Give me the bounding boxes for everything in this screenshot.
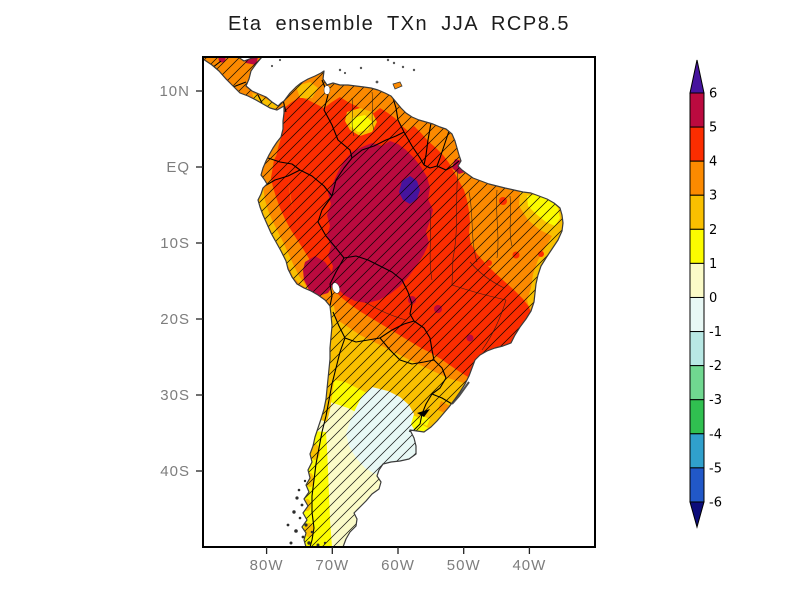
- colorbar-label: 0: [709, 291, 717, 306]
- lon-tick-label: 50W: [447, 557, 481, 574]
- plot-canvas: 80W 70W 60W 50W 40W 10N EQ 10S 20S 30S 40S 6 5 4 3 2 1 0…: [0, 0, 800, 600]
- colorbar-arrow-top: [690, 60, 704, 93]
- map-area: [150, 50, 600, 600]
- colorbar-label: 4: [709, 155, 717, 170]
- colorbar-segment: [690, 127, 704, 161]
- colorbar-label: 1: [709, 257, 717, 272]
- lon-tick-label: 80W: [250, 557, 284, 574]
- colorbar-label: -3: [709, 393, 722, 408]
- colorbar: 6 5 4 3 2 1 0 -1 -2 -3 -4 -5 -6: [690, 60, 722, 527]
- colorbar-segment: [690, 161, 704, 195]
- colorbar-segment: [690, 93, 704, 127]
- lon-tick-label: 70W: [315, 557, 349, 574]
- colorbar-arrow-bottom: [690, 502, 704, 527]
- lake-maracaibo: [324, 86, 330, 95]
- lon-tick-label: 40W: [512, 557, 546, 574]
- colorbar-label: 6: [709, 87, 717, 102]
- colorbar-label: -6: [709, 495, 722, 510]
- colorbar-segment: [690, 400, 704, 434]
- colorbar-label: -1: [709, 325, 722, 340]
- lat-tick-label: 10S: [160, 235, 190, 252]
- colorbar-segment: [690, 195, 704, 229]
- colorbar-label: 5: [709, 121, 717, 136]
- lat-tick-label: 40S: [160, 463, 190, 480]
- colorbar-label: -2: [709, 359, 722, 374]
- figure: Eta ensemble TXn JJA RCP8.5: [0, 0, 800, 600]
- colorbar-segment: [690, 229, 704, 263]
- colorbar-segment: [690, 297, 704, 331]
- colorbar-label: 3: [709, 189, 717, 204]
- colorbar-segment: [690, 366, 704, 400]
- lat-tick-label: 10N: [159, 83, 190, 100]
- lat-tick-label: 20S: [160, 311, 190, 328]
- lon-tick-label: 60W: [381, 557, 415, 574]
- colorbar-segment: [690, 332, 704, 366]
- colorbar-segment: [690, 263, 704, 297]
- colorbar-segment: [690, 468, 704, 502]
- lat-tick-label: 30S: [160, 387, 190, 404]
- lat-tick-label: EQ: [166, 159, 190, 176]
- colorbar-label: 2: [709, 223, 717, 238]
- trinidad-island: [393, 82, 402, 89]
- anomaly-field: [150, 50, 600, 600]
- colorbar-label: -5: [709, 461, 722, 476]
- colorbar-segment: [690, 434, 704, 468]
- colorbar-label: -4: [709, 427, 722, 442]
